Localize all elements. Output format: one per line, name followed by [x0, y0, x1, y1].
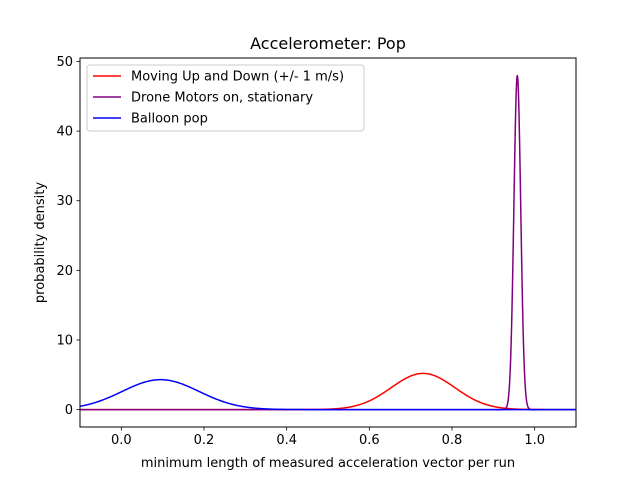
- x-tick-label: 0.4: [276, 433, 297, 448]
- chart-title: Accelerometer: Pop: [250, 34, 406, 53]
- x-axis: 0.0 0.2 0.4 0.6 0.8 1.0: [111, 427, 545, 448]
- y-tick-label: 10: [56, 333, 73, 348]
- y-axis: 0 10 20 30 40 50: [56, 55, 80, 418]
- x-tick-label: 1.0: [524, 433, 545, 448]
- y-axis-label: probability density: [33, 182, 48, 303]
- plot-frame: [79, 57, 577, 428]
- legend-label: Drone Motors on, stationary: [131, 91, 313, 106]
- y-tick-label: 50: [56, 55, 73, 70]
- legend-box: [86, 64, 365, 132]
- series-group: [80, 74, 576, 411]
- series-line-2: [80, 378, 576, 411]
- legend: Moving Up and Down (+/- 1 m/s) Drone Moto…: [86, 64, 365, 132]
- y-tick-label: 40: [56, 125, 73, 140]
- y-tick-label: 30: [56, 194, 73, 209]
- x-axis-label: minimum length of measured acceleration …: [141, 456, 515, 471]
- x-tick-label: 0.0: [111, 433, 132, 448]
- x-tick-label: 0.8: [442, 433, 463, 448]
- plot-area: [79, 57, 577, 428]
- y-tick-label: 0: [65, 403, 73, 418]
- legend-label: Balloon pop: [131, 112, 208, 127]
- y-tick-label: 20: [56, 264, 73, 279]
- x-tick-label: 0.6: [359, 433, 380, 448]
- legend-label: Moving Up and Down (+/- 1 m/s): [131, 70, 344, 85]
- x-tick-label: 0.2: [194, 433, 215, 448]
